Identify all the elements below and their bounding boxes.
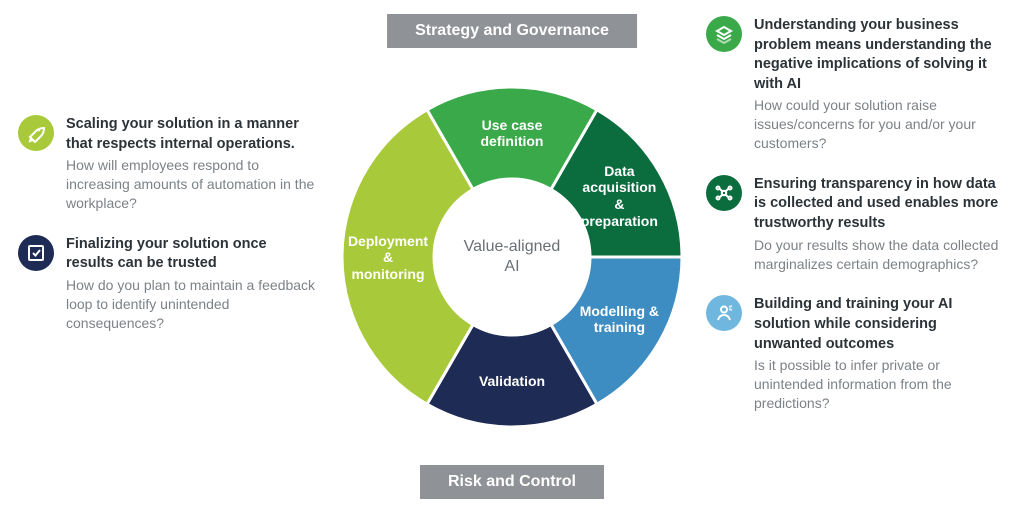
right-callout-sub-2: Is it possible to infer private or unint… bbox=[754, 356, 1006, 413]
left-callouts: Scaling your solution in a manner that r… bbox=[18, 115, 318, 355]
right-callout-text-0: Understanding your business problem mean… bbox=[754, 16, 1006, 153]
left-callout-sub-0: How will employees respond to increasing… bbox=[66, 156, 318, 213]
right-callout-bold-0: Understanding your business problem mean… bbox=[754, 16, 1006, 94]
left-callout-text-1: Finalizing your solution once results ca… bbox=[66, 235, 318, 333]
checkbox-icon bbox=[18, 235, 54, 271]
person-icon bbox=[706, 295, 742, 331]
right-callout-bold-1: Ensuring transparency in how data is col… bbox=[754, 175, 1006, 234]
banner-bottom: Risk and Control bbox=[420, 465, 604, 499]
right-callout-bold-2: Building and training your AI solution w… bbox=[754, 295, 1006, 354]
left-callout-1: Finalizing your solution once results ca… bbox=[18, 235, 318, 333]
network-icon bbox=[706, 175, 742, 211]
infographic-root: Strategy and Governance Risk and Control… bbox=[0, 0, 1024, 513]
rocket-icon bbox=[18, 115, 54, 151]
segment-deployment bbox=[342, 109, 473, 403]
left-callout-sub-1: How do you plan to maintain a feedback l… bbox=[66, 276, 318, 333]
right-callout-sub-0: How could your solution raise issues/con… bbox=[754, 96, 1006, 153]
right-callouts: Understanding your business problem mean… bbox=[706, 16, 1006, 435]
banner-top: Strategy and Governance bbox=[387, 14, 637, 48]
right-callout-2: Building and training your AI solution w… bbox=[706, 295, 1006, 412]
donut-center-line1: Value-aligned bbox=[464, 237, 561, 257]
donut-center-line2: AI bbox=[464, 257, 561, 277]
left-callout-bold-0: Scaling your solution in a manner that r… bbox=[66, 115, 318, 154]
right-callout-text-2: Building and training your AI solution w… bbox=[754, 295, 1006, 412]
donut-center-label: Value-aligned AI bbox=[464, 237, 561, 277]
right-callout-sub-1: Do your results show the data collected … bbox=[754, 236, 1006, 274]
left-callout-text-0: Scaling your solution in a manner that r… bbox=[66, 115, 318, 213]
left-callout-bold-1: Finalizing your solution once results ca… bbox=[66, 235, 318, 274]
layers-icon bbox=[706, 16, 742, 52]
right-callout-0: Understanding your business problem mean… bbox=[706, 16, 1006, 153]
right-callout-text-1: Ensuring transparency in how data is col… bbox=[754, 175, 1006, 273]
donut-chart: Value-aligned AI Use casedefinitionDataa… bbox=[342, 87, 682, 427]
right-callout-1: Ensuring transparency in how data is col… bbox=[706, 175, 1006, 273]
left-callout-0: Scaling your solution in a manner that r… bbox=[18, 115, 318, 213]
